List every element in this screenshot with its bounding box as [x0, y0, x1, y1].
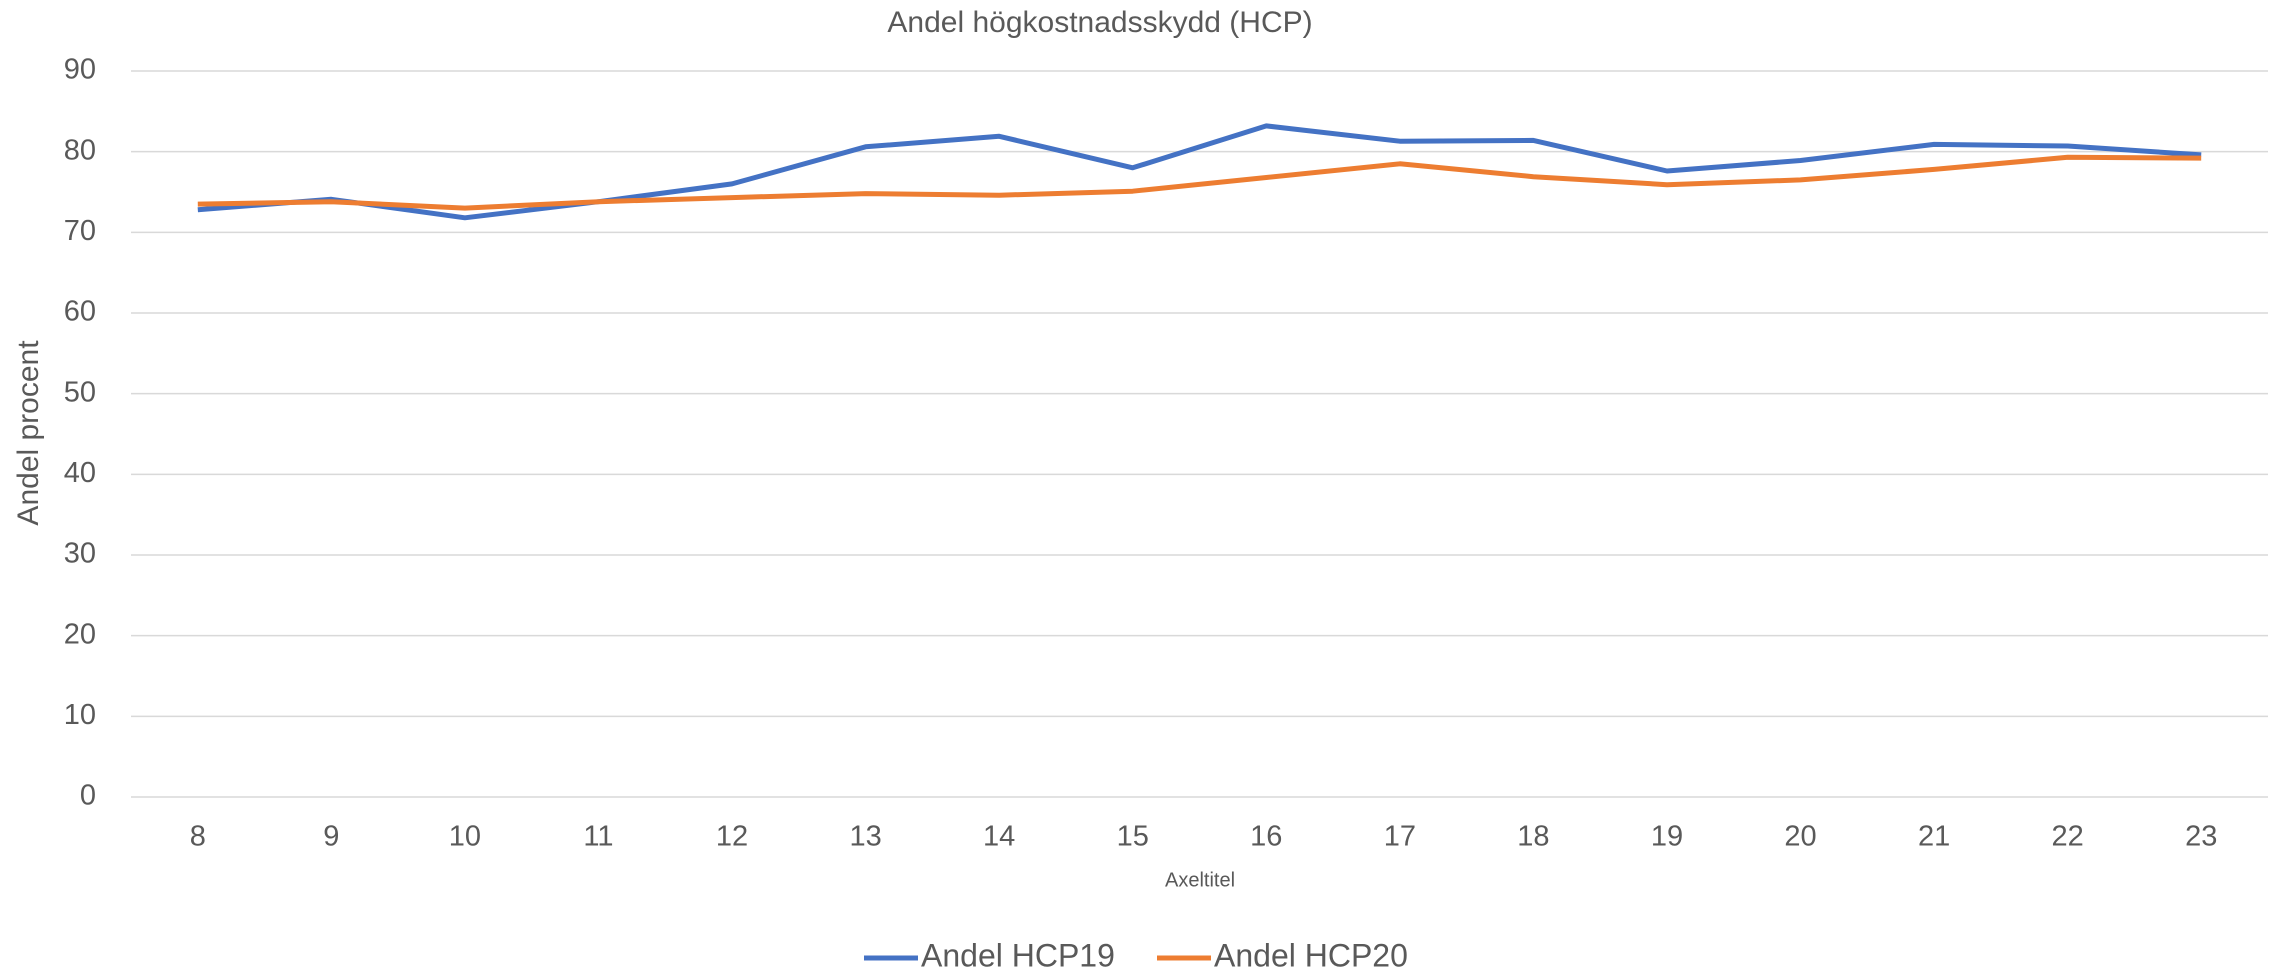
- y-tick-label: 70: [64, 215, 96, 247]
- y-axis-title: Andel procent: [12, 340, 45, 526]
- x-tick-label: 11: [583, 821, 613, 853]
- x-tick-label: 14: [983, 821, 1015, 853]
- x-tick-label: 12: [716, 821, 748, 853]
- line-series: [197, 123, 2202, 221]
- x-tick-label: 13: [849, 821, 881, 853]
- x-tick-label: 20: [1784, 821, 1816, 853]
- y-tick-label: 80: [64, 134, 96, 166]
- x-tick-label: 10: [449, 821, 481, 853]
- y-tick-label: 20: [64, 618, 96, 650]
- x-tick-label: 15: [1117, 821, 1149, 853]
- legend-label: Andel HCP20: [1214, 937, 1408, 973]
- x-axis-title: Axeltitel: [1165, 869, 1235, 891]
- y-tick-label: 30: [64, 538, 96, 570]
- x-tick-label: 19: [1651, 821, 1683, 853]
- y-tick-label: 90: [64, 54, 96, 86]
- x-tick-label: 17: [1384, 821, 1416, 853]
- y-tick-label: 50: [64, 376, 96, 408]
- x-tick-label: 22: [2052, 821, 2084, 853]
- legend-label: Andel HCP19: [921, 937, 1115, 973]
- x-tick-label: 23: [2185, 821, 2217, 853]
- x-tick-label: 8: [190, 821, 206, 853]
- y-tick-label: 40: [64, 457, 96, 489]
- y-tick-label: 60: [64, 296, 96, 328]
- line-series: [197, 154, 2202, 211]
- chart-title: Andel högkostnadsskydd (HCP): [887, 6, 1312, 39]
- y-tick-label: 0: [80, 780, 96, 812]
- x-tick-label: 9: [323, 821, 339, 853]
- x-tick-label: 16: [1250, 821, 1282, 853]
- y-tick-label: 10: [64, 699, 96, 731]
- x-tick-label: 21: [1918, 821, 1950, 853]
- x-tick-label: 18: [1517, 821, 1549, 853]
